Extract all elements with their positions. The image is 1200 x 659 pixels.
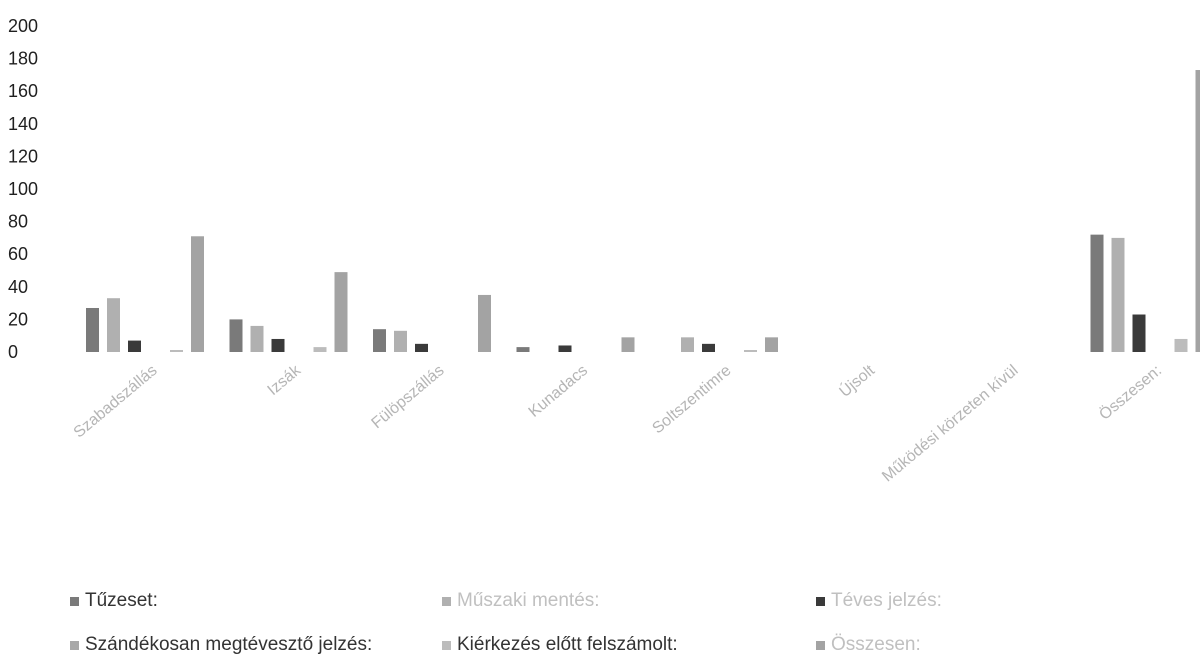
x-tick-label: Újsolt [835, 360, 878, 401]
legend-swatch [442, 640, 451, 650]
y-tick-label: 120 [8, 146, 38, 166]
bar [1195, 70, 1200, 352]
x-tick-label: Működési körzeten kívül [879, 362, 1021, 485]
legend-label: Műszaki mentés: [457, 590, 600, 611]
legend-label: Szándékosan megtévesztő jelzés: [85, 634, 373, 655]
x-tick-label: Izsák [265, 361, 305, 399]
bar [250, 325, 264, 352]
bar [1174, 338, 1188, 352]
x-tick-label: Összesen: [1096, 361, 1165, 423]
y-tick-label: 160 [8, 81, 38, 101]
legend-item: Tűzeset: [70, 590, 158, 612]
y-axis: 0 20 40 60 80 100 120 140 160 180 200 [8, 16, 38, 362]
legend-label: Összesen: [831, 634, 921, 655]
bar [516, 347, 530, 352]
y-tick-label: 200 [8, 16, 38, 36]
bar [313, 347, 327, 352]
y-tick-label: 20 [8, 309, 28, 329]
x-axis: Szabadszállás Izsák Fülöpszállás Kunadacs So… [71, 360, 1165, 485]
x-tick-label: Kunadacs [526, 362, 591, 421]
y-tick-label: 100 [8, 179, 38, 199]
bar [744, 350, 757, 352]
y-tick-label: 40 [8, 277, 28, 297]
legend-item: Téves jelzés: [816, 590, 942, 612]
x-tick-label: Soltszentimre [649, 362, 734, 437]
legend-swatch [816, 596, 825, 606]
x-tick-label: Szabadszállás [71, 362, 161, 441]
bar [373, 329, 386, 352]
bar [271, 338, 285, 352]
bar [702, 343, 715, 352]
legend-item: Szándékosan megtévesztő jelzés: [70, 634, 372, 656]
bar [128, 340, 141, 352]
bars [86, 70, 1200, 352]
y-tick-label: 60 [8, 244, 28, 264]
bar [1090, 234, 1104, 352]
legend-item: Összesen: [816, 634, 921, 656]
bar [1111, 237, 1125, 352]
legend-swatch [442, 596, 451, 606]
bar [170, 350, 183, 352]
bar [107, 298, 120, 352]
bar [681, 337, 694, 352]
legend-item: Műszaki mentés: [442, 590, 600, 612]
bar [415, 343, 428, 352]
bar [765, 337, 778, 352]
legend-swatch [70, 640, 79, 650]
x-tick-label: Fülöpszállás [369, 362, 448, 432]
y-tick-label: 0 [8, 342, 18, 362]
bar [394, 330, 407, 352]
y-tick-label: 180 [8, 49, 38, 69]
bar [191, 236, 204, 352]
legend-swatch [70, 596, 79, 606]
bar [621, 337, 635, 352]
bar [1132, 314, 1146, 352]
legend-label: Kiérkezés előtt felszámolt: [457, 634, 678, 655]
legend-label: Téves jelzés: [831, 590, 942, 611]
bar [86, 307, 99, 352]
legend-label: Tűzeset: [85, 590, 158, 611]
legend-item: Kiérkezés előtt felszámolt: [442, 634, 678, 656]
y-tick-label: 80 [8, 212, 28, 232]
bar [334, 272, 348, 352]
bar [229, 319, 243, 352]
bar [558, 345, 572, 352]
y-tick-label: 140 [8, 114, 38, 134]
bar [478, 294, 491, 352]
legend-swatch [816, 640, 825, 650]
